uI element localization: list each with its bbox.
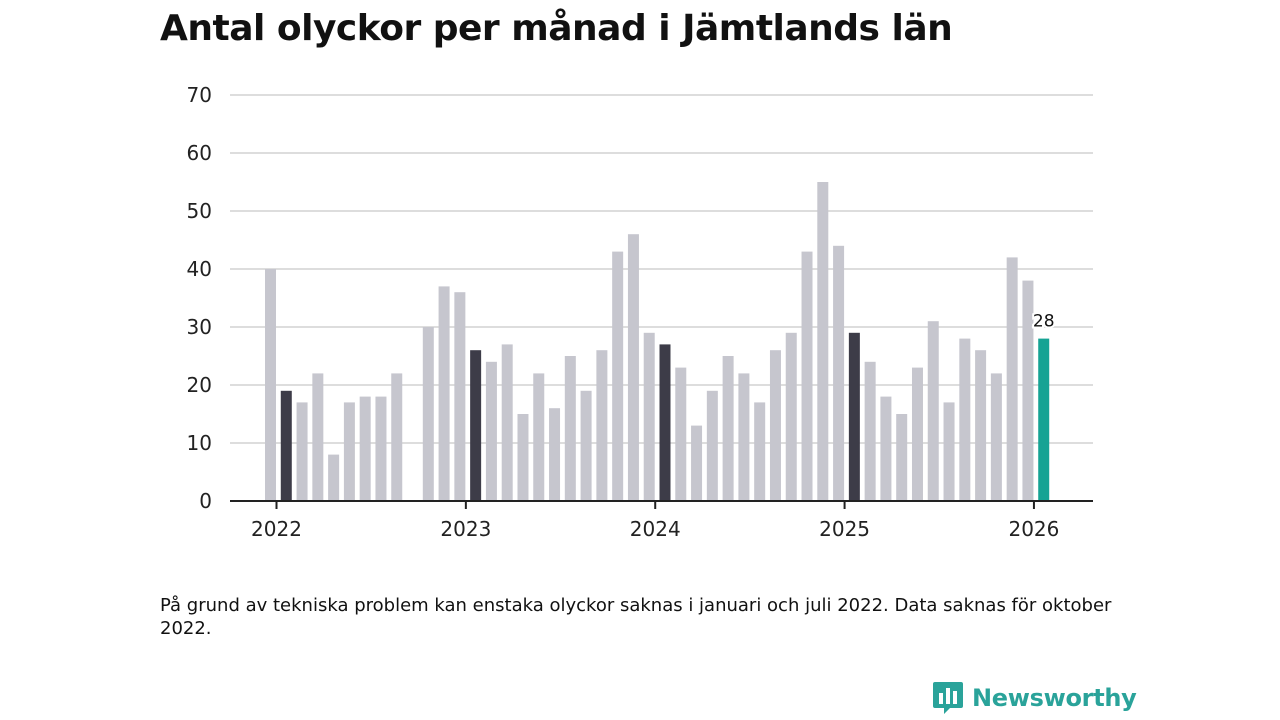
bar-2024-03 bbox=[675, 367, 687, 501]
y-tick-label: 10 bbox=[187, 431, 212, 455]
bar-2025-12 bbox=[1006, 257, 1018, 501]
bar-2024-08 bbox=[754, 402, 766, 501]
x-axis-ticks: 2022 2023 2024 2025 2026 bbox=[251, 501, 1059, 541]
chart-title: Antal olyckor per månad i Jämtlands län bbox=[160, 8, 953, 49]
bar-2025-09 bbox=[959, 338, 971, 501]
bar-2024-10 bbox=[785, 332, 797, 501]
x-tick-label: 2023 bbox=[440, 517, 491, 541]
bar-2025-07 bbox=[927, 321, 939, 501]
bar-2024-07 bbox=[738, 373, 750, 501]
bar-2022-07 bbox=[359, 396, 371, 501]
bar-2025-11 bbox=[990, 373, 1002, 501]
bar-2025-02 bbox=[848, 332, 860, 501]
y-tick-label: 70 bbox=[187, 83, 212, 107]
bar-2025-03 bbox=[864, 361, 876, 501]
x-tick-label: 2024 bbox=[630, 517, 681, 541]
x-tick-label: 2025 bbox=[819, 517, 870, 541]
y-tick-label: 20 bbox=[187, 373, 212, 397]
y-tick-label: 40 bbox=[187, 257, 212, 281]
y-tick-label: 30 bbox=[187, 315, 212, 339]
bar-2024-04 bbox=[691, 425, 703, 501]
bar-2022-06 bbox=[343, 402, 355, 501]
bar-2022-08 bbox=[375, 396, 387, 501]
bar-2025-08 bbox=[943, 402, 955, 501]
newsworthy-logo-icon bbox=[933, 682, 963, 714]
bar-2023-01 bbox=[454, 292, 466, 501]
bar-2022-11 bbox=[422, 327, 434, 501]
bar-2024-12 bbox=[817, 182, 829, 501]
bar-2022-12 bbox=[438, 286, 450, 501]
bars bbox=[265, 182, 1050, 501]
bar-2022-04 bbox=[312, 373, 324, 501]
bar-2026-02 bbox=[1038, 338, 1050, 501]
y-axis-ticks: 0 10 20 30 40 50 60 70 bbox=[187, 83, 212, 513]
bar-2024-05 bbox=[706, 390, 718, 501]
bar-2023-10 bbox=[596, 350, 608, 501]
bar-2023-07 bbox=[549, 408, 561, 501]
bar-2023-08 bbox=[564, 356, 576, 501]
bar-2025-06 bbox=[911, 367, 923, 501]
bar-2023-05 bbox=[517, 414, 529, 501]
bar-2022-03 bbox=[296, 402, 308, 501]
bar-2024-09 bbox=[769, 350, 781, 501]
y-tick-label: 50 bbox=[187, 199, 212, 223]
bar-2023-06 bbox=[533, 373, 545, 501]
bar-2023-11 bbox=[612, 251, 624, 501]
latest-value-label: 28 bbox=[1033, 312, 1055, 332]
bar-2023-03 bbox=[485, 361, 497, 501]
bar-2024-02 bbox=[659, 344, 671, 501]
bar-2024-06 bbox=[722, 356, 734, 501]
bar-2023-02 bbox=[470, 350, 482, 501]
bar-2026-01 bbox=[1022, 280, 1034, 501]
bar-2024-01 bbox=[643, 332, 655, 501]
bar-2025-01 bbox=[833, 245, 845, 501]
bar-2025-10 bbox=[975, 350, 987, 501]
brand-name: Newsworthy bbox=[972, 684, 1137, 712]
bar-2023-12 bbox=[627, 234, 639, 501]
bar-2022-02 bbox=[280, 390, 292, 501]
x-tick-label: 2022 bbox=[251, 517, 302, 541]
bar-2024-11 bbox=[801, 251, 813, 501]
data-labels: 28 bbox=[1031, 310, 1057, 334]
bar-2022-05 bbox=[328, 454, 340, 501]
brand-logo: Newsworthy bbox=[932, 680, 1137, 716]
bar-2022-01 bbox=[265, 269, 276, 501]
bar-2025-05 bbox=[896, 414, 908, 501]
x-tick-label: 2026 bbox=[1008, 517, 1059, 541]
bar-2025-04 bbox=[880, 396, 892, 501]
bar-2023-09 bbox=[580, 390, 592, 501]
footnote: På grund av tekniska problem kan enstaka… bbox=[160, 595, 1112, 639]
bar-2023-04 bbox=[501, 344, 513, 501]
bar-2022-09 bbox=[391, 373, 403, 501]
y-tick-label: 0 bbox=[199, 489, 212, 513]
y-tick-label: 60 bbox=[187, 141, 212, 165]
